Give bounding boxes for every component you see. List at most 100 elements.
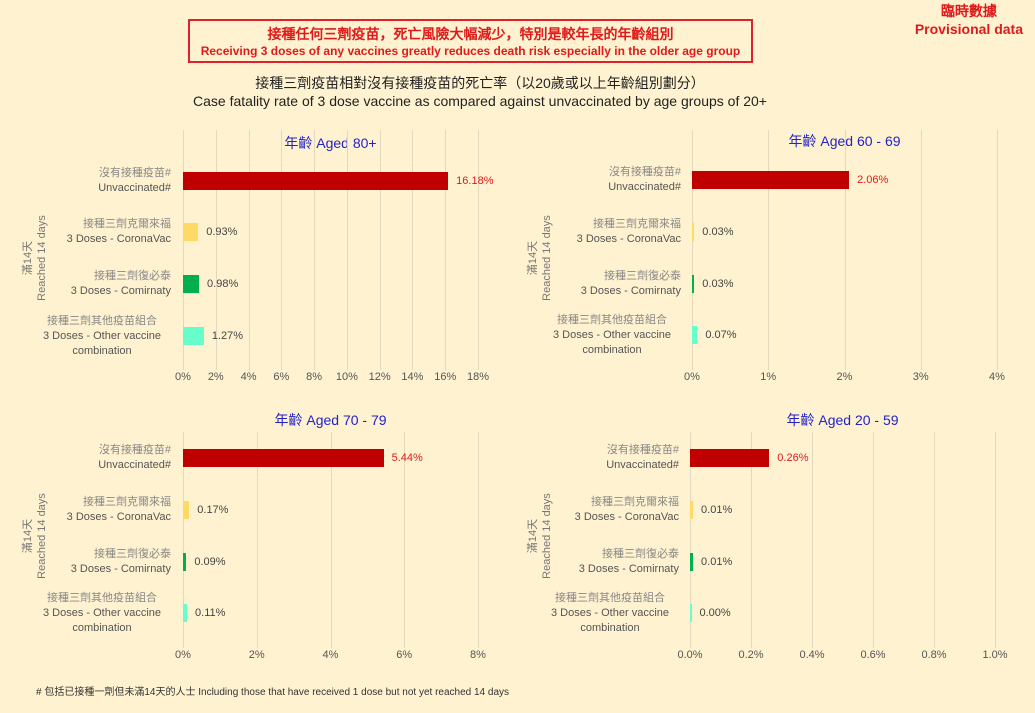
subtitle-en: Case fatality rate of 3 dose vaccine as … [193, 93, 767, 109]
x-tick-label: 0.6% [860, 649, 886, 661]
gridline [281, 130, 282, 370]
gridline [347, 130, 348, 370]
category-label: 接種三劑其他疫苗組合 3 Doses - Other vaccine combina… [37, 591, 167, 636]
category-label: 接種三劑復必泰 3 Doses - Comirnaty [11, 547, 171, 577]
x-tick-label: 6% [273, 371, 290, 383]
bar-other [183, 327, 204, 345]
category-zh: 接種三劑克爾來福 [591, 496, 679, 508]
bar-unvaccinated [183, 449, 384, 467]
bar-other [690, 604, 692, 622]
gridline [768, 130, 769, 370]
gridline [404, 432, 405, 648]
value-label: 0.98% [207, 278, 239, 290]
chart-title: 年齡 Aged 20 - 59 [786, 412, 899, 428]
gridline [478, 432, 479, 648]
bar-coronavac [183, 501, 190, 519]
value-label: 1.27% [211, 330, 244, 342]
category-zh: 接種三劑克爾來福 [593, 218, 681, 230]
x-tick-label: 14% [401, 371, 424, 383]
value-label: 0.01% [701, 556, 733, 568]
x-tick-label: 0.2% [738, 649, 764, 661]
gridline [183, 130, 184, 370]
value-label: 5.44% [391, 452, 423, 464]
category-en: 3 Doses - Other vaccine [551, 607, 669, 619]
gridline [314, 130, 315, 370]
value-label: 0.09% [194, 556, 226, 568]
category-en-line2: combination [72, 345, 132, 357]
gridline [249, 130, 250, 370]
category-en-line2: combination [580, 622, 640, 634]
category-en: Unvaccinated# [606, 459, 679, 471]
x-tick-label: 6% [396, 649, 413, 661]
category-zh: 沒有接種疫苗# [606, 444, 679, 456]
provisional-zh: 臨時數據 [940, 3, 997, 19]
x-tick-label: 3% [912, 371, 929, 383]
category-label: 接種三劑克爾來福 3 Doses - CoronaVac [11, 217, 171, 247]
bar-comirnaty [183, 275, 200, 293]
x-tick-label: 10% [335, 371, 358, 383]
gridline [412, 130, 413, 370]
gridline [873, 432, 874, 648]
x-tick-label: 0.4% [799, 649, 825, 661]
category-zh: 接種三劑克爾來福 [83, 496, 171, 508]
category-zh: 接種三劑復必泰 [94, 548, 171, 560]
value-label: 0.93% [206, 226, 238, 238]
x-tick-label: 4% [240, 371, 257, 383]
bar-comirnaty [183, 553, 187, 571]
gridline [751, 432, 752, 648]
bar-comirnaty [692, 275, 695, 293]
value-label: 0.03% [702, 278, 734, 290]
gridline [690, 432, 691, 648]
category-en: 3 Doses - Comirnaty [70, 563, 171, 575]
x-tick-label: 1% [760, 371, 777, 383]
category-zh: 接種三劑復必泰 [94, 270, 171, 282]
value-label: 0.26% [777, 452, 809, 464]
bar-unvaccinated [183, 172, 449, 190]
value-label: 0.17% [197, 504, 229, 516]
gridline [380, 130, 381, 370]
category-zh: 接種三劑其他疫苗組合 [557, 314, 667, 326]
bar-unvaccinated [690, 449, 770, 467]
category-label: 接種三劑復必泰 3 Doses - Comirnaty [11, 269, 171, 299]
gridline [331, 432, 332, 648]
category-en: Unvaccinated# [98, 182, 171, 194]
bar-comirnaty [690, 553, 694, 571]
category-zh: 接種三劑其他疫苗組合 [47, 315, 157, 327]
value-label: 0.07% [705, 329, 737, 341]
headline-en: Receiving 3 doses of any vaccines greatl… [200, 44, 741, 58]
category-label: 接種三劑克爾來福 3 Doses - CoronaVac [519, 495, 679, 525]
category-label: 接種三劑其他疫苗組合 3 Doses - Other vaccine combina… [37, 314, 167, 359]
category-label: 接種三劑克爾來福 3 Doses - CoronaVac [11, 495, 171, 525]
gridline [812, 432, 813, 648]
category-label: 接種三劑克爾來福 3 Doses - CoronaVac [521, 217, 681, 247]
category-label: 接種三劑其他疫苗組合 3 Doses - Other vaccine combina… [545, 591, 675, 636]
x-tick-label: 2% [836, 371, 853, 383]
category-en-line2: combination [582, 344, 642, 356]
gridline [845, 130, 846, 370]
gridline [478, 130, 479, 370]
bar-coronavac [692, 223, 695, 241]
gridline [921, 130, 922, 370]
gridline [934, 432, 935, 648]
category-zh: 接種三劑其他疫苗組合 [47, 592, 157, 604]
category-en: 3 Doses - Other vaccine [553, 329, 671, 341]
bar-unvaccinated [692, 171, 850, 189]
gridline [257, 432, 258, 648]
category-zh: 接種三劑復必泰 [604, 270, 681, 282]
x-tick-label: 2% [207, 371, 224, 383]
provisional-en: Provisional data [914, 21, 1023, 37]
category-label: 沒有接種疫苗# Unvaccinated# [519, 443, 679, 473]
x-tick-label: 16% [434, 371, 457, 383]
gridline [445, 130, 446, 370]
category-label: 接種三劑復必泰 3 Doses - Comirnaty [521, 269, 681, 299]
category-zh: 接種三劑復必泰 [602, 548, 679, 560]
x-tick-label: 8% [306, 371, 323, 383]
category-zh: 接種三劑其他疫苗組合 [555, 592, 665, 604]
x-tick-label: 4% [989, 371, 1005, 383]
gridline [216, 130, 217, 370]
bar-other [183, 604, 188, 622]
category-en: 3 Doses - Other vaccine [43, 607, 161, 619]
x-tick-label: 12% [368, 371, 391, 383]
footnote: # 包括已接種一劑但未滿14天的人士 Including those that … [36, 687, 510, 698]
bar-other [692, 326, 698, 344]
